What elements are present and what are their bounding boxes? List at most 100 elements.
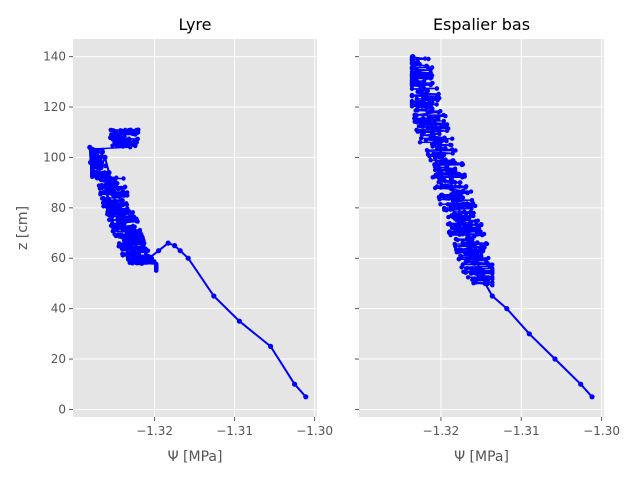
series-point xyxy=(165,240,171,246)
series-noise-point xyxy=(464,184,469,189)
series-noise-point xyxy=(140,254,145,260)
y-tick-label: 80 xyxy=(51,201,66,215)
series-noise-point xyxy=(447,142,453,148)
series-point xyxy=(102,154,108,160)
series-point xyxy=(91,170,97,176)
series-noise-point xyxy=(447,221,452,226)
series-noise-point xyxy=(460,262,465,267)
series-noise-point xyxy=(425,88,430,94)
x-tick-label: −1.32 xyxy=(423,424,460,438)
series-noise-point xyxy=(469,209,474,215)
x-tick-label: −1.30 xyxy=(296,424,333,438)
series-noise-point xyxy=(100,147,105,153)
series-noise-point xyxy=(441,177,446,182)
series-noise-point xyxy=(137,248,142,254)
series-noise-point xyxy=(455,189,460,195)
series-point xyxy=(106,170,112,176)
series-noise-point xyxy=(457,247,462,252)
series-noise-point xyxy=(143,253,149,258)
series-noise-point xyxy=(436,115,441,120)
series-noise-point xyxy=(486,275,491,280)
series-noise-point xyxy=(447,229,452,234)
series-point xyxy=(172,243,178,249)
series-noise-point xyxy=(434,86,440,91)
series-noise-point xyxy=(121,243,127,249)
series-noise-point xyxy=(442,135,447,140)
series-noise-point xyxy=(414,107,419,113)
series-noise-point xyxy=(442,205,447,211)
series-point xyxy=(132,250,138,256)
series-noise-point xyxy=(423,137,429,143)
series-point xyxy=(428,124,434,130)
series-noise-point xyxy=(457,184,462,189)
series-noise-point xyxy=(421,78,427,84)
series-noise-point xyxy=(122,134,127,139)
series-noise-point xyxy=(450,151,455,156)
series-noise-point xyxy=(130,223,136,229)
series-noise-point xyxy=(121,176,126,181)
series-noise-point xyxy=(432,119,437,124)
y-tick-label: 20 xyxy=(51,352,66,366)
series-point xyxy=(410,54,416,60)
series-point xyxy=(211,293,217,299)
series-noise-point xyxy=(462,209,467,214)
series-noise-point xyxy=(468,255,473,260)
series-noise-point xyxy=(412,116,417,121)
series-noise-point xyxy=(137,227,143,233)
y-axis-title: z [cm] xyxy=(15,206,31,250)
series-point xyxy=(470,250,476,256)
series-noise-point xyxy=(425,125,430,130)
series-noise-point xyxy=(465,256,470,261)
series-point xyxy=(451,190,457,196)
series-noise-point xyxy=(433,124,438,130)
panel-title: Lyre xyxy=(179,15,212,34)
series-noise-point xyxy=(422,56,428,61)
series-point xyxy=(109,185,115,191)
series-noise-point xyxy=(464,266,470,271)
series-point xyxy=(98,164,104,171)
series-noise-point xyxy=(479,253,484,258)
series-noise-point xyxy=(453,224,458,229)
series-noise-point xyxy=(438,109,443,114)
series-noise-point xyxy=(460,204,465,209)
series-noise-point xyxy=(429,98,434,103)
series-noise-point xyxy=(443,183,448,188)
series-noise-point xyxy=(130,210,135,215)
series-noise-point xyxy=(417,140,423,145)
series-noise-point xyxy=(419,133,425,138)
series-noise-point xyxy=(428,158,433,163)
series-noise-point xyxy=(468,189,474,194)
series-point xyxy=(436,144,442,150)
series-noise-point xyxy=(432,162,437,167)
series-point xyxy=(476,265,483,271)
series-noise-point xyxy=(438,202,443,207)
series-noise-point xyxy=(441,118,446,124)
series-noise-point xyxy=(114,175,119,180)
series-noise-point xyxy=(417,71,422,76)
series-noise-point xyxy=(479,222,484,227)
series-point xyxy=(444,164,450,171)
series-point xyxy=(124,230,130,236)
series-point xyxy=(464,230,470,236)
series-noise-point xyxy=(444,122,450,127)
series-point xyxy=(303,394,309,400)
panel-1: −1.32 −1.31 −1.30 0 20 40 60 80 100 120 140 Lyre Ψ [… xyxy=(15,15,333,465)
series-noise-point xyxy=(465,275,471,280)
series-noise-point xyxy=(472,227,477,232)
series-noise-point xyxy=(109,132,114,137)
y-tick-label: 120 xyxy=(43,100,66,114)
series-noise-point xyxy=(122,184,128,189)
series-noise-point xyxy=(123,127,128,133)
series-noise-point xyxy=(419,104,425,109)
series-noise-point xyxy=(453,148,458,153)
series-noise-point xyxy=(120,189,125,195)
series-noise-point xyxy=(409,99,415,104)
x-axis-title: Ψ [MPa] xyxy=(454,449,509,465)
series-noise-point xyxy=(108,127,113,133)
series-noise-point xyxy=(126,136,132,141)
series-noise-point xyxy=(437,167,442,172)
series-noise-point xyxy=(424,63,429,68)
series-noise-point xyxy=(99,182,104,188)
series-noise-point xyxy=(429,65,435,70)
